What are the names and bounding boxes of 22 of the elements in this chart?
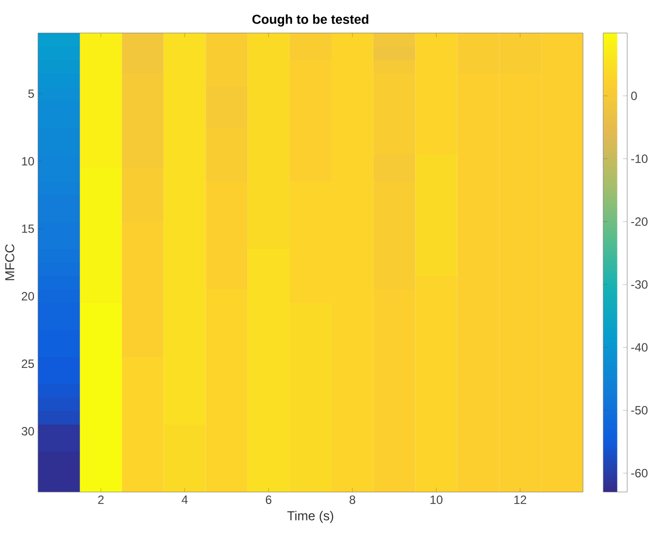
- y-tick-label: 10: [22, 157, 34, 166]
- x-tick-label: 10: [430, 496, 442, 504]
- y-axis-title: MFCC: [5, 244, 14, 280]
- x-axis-title: Time (s): [287, 510, 334, 523]
- x-tick-label: 6: [266, 496, 272, 504]
- x-tick-label: 12: [514, 496, 526, 504]
- color-bar-label: -30: [631, 280, 648, 289]
- color-bar-label: -10: [631, 154, 648, 163]
- x-tick-label: 2: [98, 496, 104, 504]
- color-bar-label: -40: [631, 343, 648, 352]
- y-tick-label: 30: [22, 427, 34, 436]
- color-bar-label: -20: [631, 217, 648, 226]
- chart-title: Cough to be tested: [252, 14, 368, 27]
- y-tick-label: 20: [22, 292, 34, 300]
- color-bar-label: -60: [631, 468, 648, 478]
- x-tick-label: 8: [350, 496, 356, 504]
- y-tick-label: 5: [28, 90, 34, 98]
- y-tick-label: 25: [22, 360, 34, 368]
- x-tick-label: 4: [182, 496, 188, 504]
- color-bar-label: 0: [631, 92, 637, 100]
- color-bar-label: -50: [631, 406, 648, 414]
- y-tick-label: 15: [22, 224, 34, 233]
